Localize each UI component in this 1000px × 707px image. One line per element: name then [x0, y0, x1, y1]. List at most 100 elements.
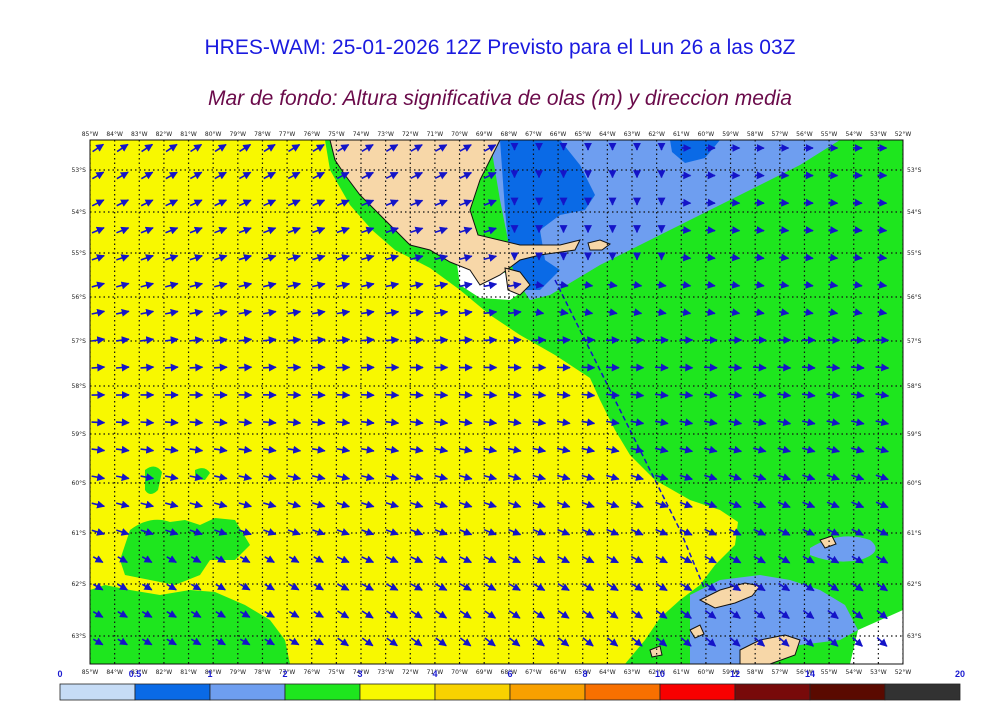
direction-arrow: [802, 609, 815, 620]
lat-label: 53°S: [907, 167, 922, 174]
colorbar-swatch: [134, 683, 211, 701]
direction-arrow: [459, 473, 473, 481]
direction-arrow: [606, 555, 619, 564]
direction-arrow: [656, 280, 667, 289]
colorbar-tick: 20: [955, 669, 965, 679]
direction-arrow: [214, 199, 228, 207]
direction-arrow: [777, 473, 791, 481]
direction-arrow: [336, 226, 350, 235]
lon-label: 65°W: [574, 131, 591, 138]
direction-arrow: [262, 281, 277, 290]
direction-arrow: [336, 171, 350, 180]
colorbar-tick: 12: [730, 669, 740, 679]
lon-label: 61°W: [673, 131, 690, 138]
direction-arrow: [605, 390, 620, 399]
direction-arrow: [238, 500, 253, 509]
colorbar-tick-labels: 0 0.5 1 2 3 4 6 8 10 12 14 20: [57, 669, 965, 679]
direction-arrow: [361, 226, 375, 235]
direction-arrow: [116, 281, 130, 290]
direction-arrow: [850, 363, 865, 372]
direction-arrow: [779, 308, 790, 317]
direction-arrow: [655, 582, 668, 592]
map-subtitle: Mar de fondo: Altura significativa de ol…: [208, 87, 792, 110]
direction-arrow: [753, 528, 767, 536]
direction-arrow: [312, 528, 326, 536]
direction-arrow: [189, 528, 203, 536]
direction-arrow: [287, 528, 301, 536]
direction-arrow: [483, 473, 498, 481]
direction-arrow: [557, 610, 570, 619]
colorbar-tick: 1: [207, 669, 212, 679]
direction-arrow: [336, 473, 351, 482]
direction-arrow: [532, 528, 546, 536]
direction-arrow: [827, 609, 839, 620]
direction-arrow: [116, 500, 130, 509]
direction-arrow: [729, 582, 742, 592]
direction-arrow: [507, 390, 522, 399]
direction-arrow: [851, 473, 865, 481]
lon-label: 73°W: [377, 131, 394, 138]
lon-label: 72°W: [402, 131, 419, 138]
direction-arrow: [435, 637, 447, 647]
direction-arrow: [386, 610, 399, 619]
direction-arrow: [826, 418, 841, 427]
direction-arrow: [189, 254, 203, 262]
direction-arrow: [876, 555, 889, 564]
direction-arrow: [312, 143, 325, 153]
direction-arrow: [458, 418, 473, 427]
lat-label: 58°S: [72, 383, 87, 390]
direction-arrow: [312, 199, 326, 207]
direction-arrow: [606, 500, 620, 509]
lat-label: 57°S: [72, 338, 87, 345]
direction-arrow: [410, 583, 423, 591]
direction-arrow: [458, 308, 473, 317]
lon-label: 69°W: [476, 669, 493, 676]
direction-arrow: [385, 583, 399, 591]
direction-arrow: [459, 583, 472, 591]
direction-arrow: [852, 308, 863, 317]
direction-arrow: [728, 363, 743, 372]
direction-arrow: [532, 336, 547, 345]
lon-label: 62°W: [648, 131, 665, 138]
direction-arrow: [385, 473, 400, 481]
direction-arrow: [851, 555, 864, 564]
direction-arrow: [385, 144, 399, 152]
direction-arrow: [704, 528, 718, 536]
direction-arrow: [409, 390, 424, 399]
colorbar-tick: 0.5: [129, 669, 142, 679]
direction-arrow: [410, 555, 424, 564]
lon-label: 75°W: [328, 669, 345, 676]
direction-arrow: [655, 637, 668, 647]
lon-label: 77°W: [279, 669, 296, 676]
direction-arrow: [189, 473, 204, 482]
direction-arrow: [459, 226, 473, 235]
direction-arrow: [361, 610, 374, 619]
direction-arrow: [116, 226, 130, 235]
direction-arrow: [385, 199, 399, 207]
direction-arrow: [215, 555, 226, 564]
lat-label: 58°S: [907, 383, 922, 390]
direction-arrow: [189, 336, 204, 345]
direction-arrow: [876, 582, 889, 592]
land-island: [689, 624, 705, 639]
lat-label: 60°S: [72, 480, 87, 487]
direction-arrow: [704, 637, 717, 647]
direction-arrow: [386, 637, 398, 647]
lon-label: 60°W: [698, 131, 715, 138]
direction-arrow: [287, 445, 302, 454]
direction-arrow: [851, 609, 864, 620]
direction-arrow: [532, 555, 546, 564]
direction-arrow: [115, 336, 130, 345]
direction-arrow: [409, 308, 424, 317]
direction-arrow: [239, 555, 251, 564]
direction-arrow: [238, 199, 252, 207]
direction-arrow: [507, 445, 522, 454]
direction-arrow: [336, 281, 351, 290]
lon-label: 67°W: [525, 669, 542, 676]
direction-arrow: [877, 253, 888, 262]
colorbar-tick: 3: [357, 669, 362, 679]
direction-arrow: [753, 582, 766, 592]
lon-labels-bottom: 85°W 84°W 83°W 82°W 81°W 80°W 79°W 78°W 77°W 76°W…: [82, 669, 912, 676]
direction-arrow: [458, 390, 473, 399]
direction-arrow: [754, 198, 765, 207]
